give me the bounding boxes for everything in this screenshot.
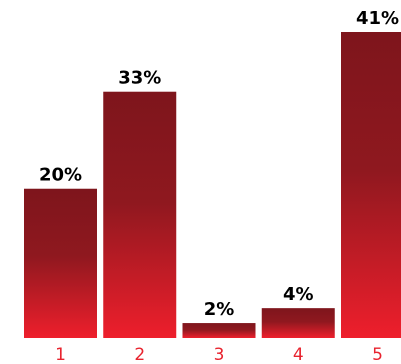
x-tick-label-4: 4 (293, 345, 304, 364)
bars-group (24, 32, 401, 339)
value-label-3: 2% (204, 299, 235, 320)
value-label-5: 41% (356, 8, 399, 29)
bar-4 (261, 308, 335, 338)
value-label-1: 20% (39, 165, 82, 186)
bar-3 (182, 323, 256, 338)
value-label-2: 33% (118, 68, 161, 89)
bar-2 (103, 91, 177, 339)
x-tick-label-1: 1 (55, 345, 66, 364)
x-tick-label-3: 3 (214, 345, 225, 364)
x-tick-label-5: 5 (372, 345, 383, 364)
value-label-4: 4% (283, 284, 314, 305)
x-tick-label-2: 2 (134, 345, 145, 364)
value-labels-group: 20% 33% 2% 4% 41% (39, 8, 399, 320)
bar-1 (24, 188, 97, 338)
x-tick-labels-group: 1 2 3 4 5 (55, 345, 383, 364)
bar-5 (341, 32, 401, 338)
